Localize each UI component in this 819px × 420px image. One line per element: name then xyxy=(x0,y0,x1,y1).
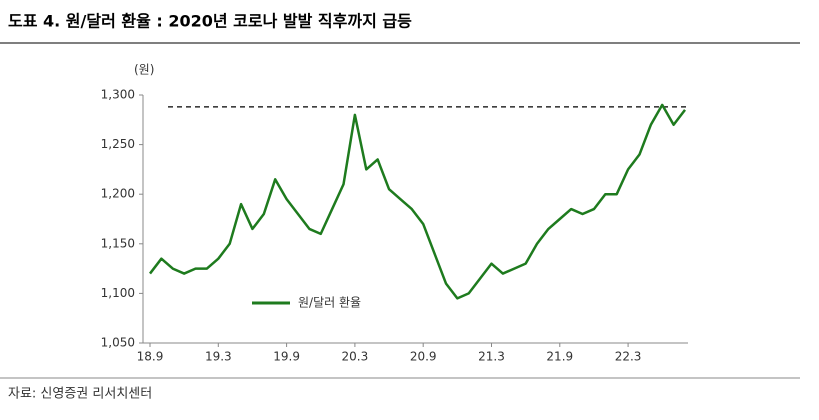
x-tick-label: 18.9 xyxy=(137,350,164,364)
y-tick-label: 1,250 xyxy=(101,137,135,151)
x-tick-label: 22.3 xyxy=(615,350,642,364)
y-axis-label: (원) xyxy=(134,63,154,77)
x-tick-label: 21.9 xyxy=(546,350,573,364)
x-tick-label: 19.9 xyxy=(273,350,300,364)
y-tick-label: 1,300 xyxy=(101,88,135,102)
y-tick-label: 1,200 xyxy=(101,187,135,201)
series-line xyxy=(149,103,686,300)
y-tick-label: 1,100 xyxy=(101,286,135,300)
x-tick-label: 19.3 xyxy=(205,350,232,364)
legend-label: 원/달러 환율 xyxy=(298,296,361,310)
chart-title: 도표 4. 원/달러 환율 : 2020년 코로나 발발 직후까지 급등 xyxy=(8,12,412,31)
source: 자료: 신영증권 리서치센터 xyxy=(8,387,152,402)
x-tick-label: 20.3 xyxy=(342,350,369,364)
x-tick-label: 21.3 xyxy=(478,350,505,364)
y-tick-label: 1,150 xyxy=(101,236,135,250)
y-tick-label: 1,050 xyxy=(101,336,135,350)
x-tick-label: 20.9 xyxy=(410,350,437,364)
